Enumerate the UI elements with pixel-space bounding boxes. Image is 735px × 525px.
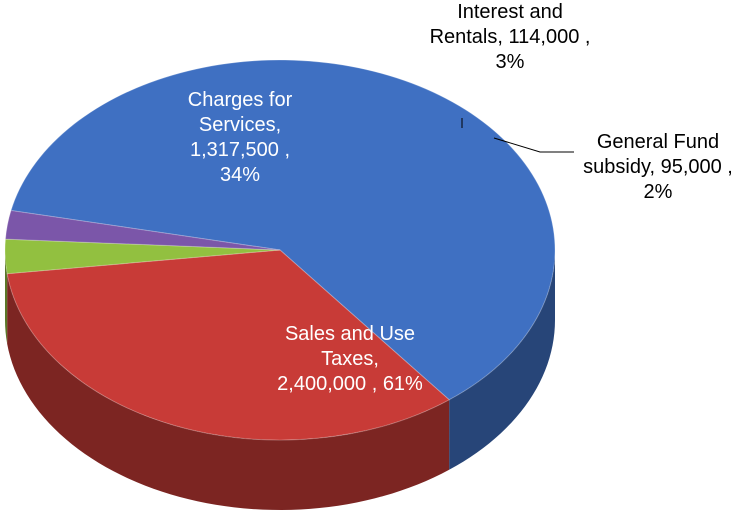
slice-side [449,250,555,470]
label-percent: 2% [643,181,673,203]
leader-line [493,137,574,153]
data-label: Interest and Rentals, 114,000 , 3% [420,0,600,75]
slice [4,209,281,251]
label-value: 2,400,000 , [277,373,378,395]
slice [10,59,556,401]
slice [6,249,451,441]
data-label: Sales and Use Taxes, 2,400,000 , 61% [275,322,425,397]
label-name: General Fund subsidy, [583,131,720,178]
slice-side [7,273,450,510]
slice-side [5,250,8,344]
data-label: Charges for Services, 1,317,500 , 34% [170,88,310,188]
label-percent: 3% [495,51,525,73]
label-value: 95,000 , [660,156,733,178]
slice [4,238,281,275]
label-name: Charges for Services, [187,89,293,136]
label-value: 114,000 , [508,26,591,48]
label-percent: 61% [382,373,423,395]
label-value: 1,317,500 , [189,139,291,161]
label-percent: 34% [219,164,261,186]
label-name: Interest and Rentals, [429,1,563,48]
data-label: General Fund subsidy, 95,000 , 2% [578,130,735,205]
pie-slices [4,59,556,510]
label-name: Sales and Use Taxes, [284,323,416,370]
